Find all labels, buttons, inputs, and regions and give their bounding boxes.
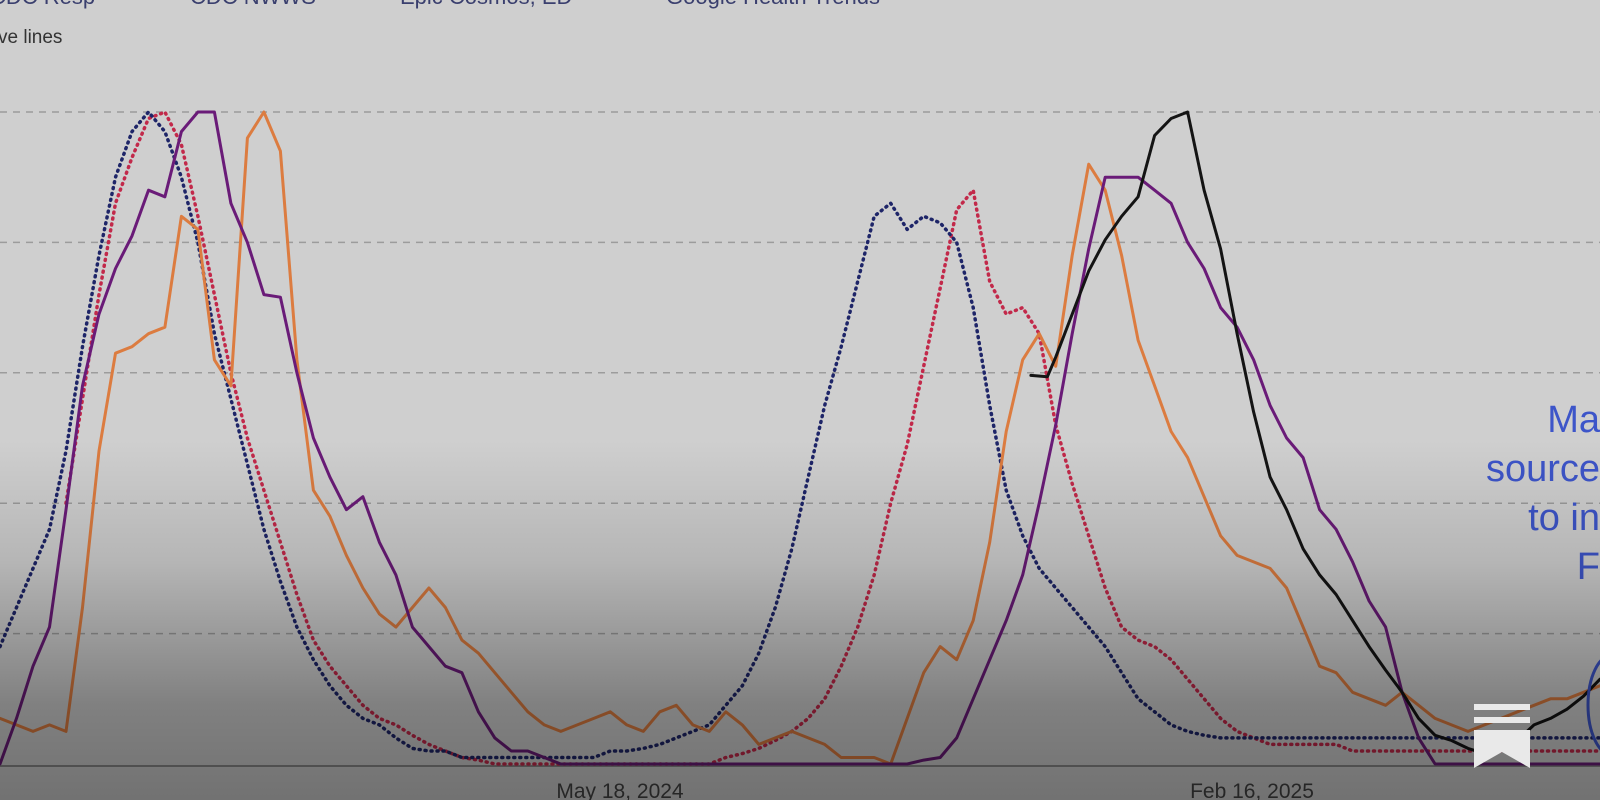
series-line-dotted-navy xyxy=(0,110,1600,760)
annotation-line-2: source xyxy=(1486,448,1600,490)
legend: CDC Resp CDC NWWS Epic Cosmos, ED Google… xyxy=(0,0,880,9)
x-tick-label-2: Feb 16, 2025 xyxy=(1190,780,1314,800)
gridlines xyxy=(0,111,1600,635)
annotation-circle xyxy=(1586,659,1600,751)
annotation-line-4: F xyxy=(1577,546,1600,588)
collapse-icon xyxy=(1474,704,1530,768)
x-tick-label-1: May 18, 2024 xyxy=(556,780,684,800)
legend-item-2: CDC NWWS xyxy=(190,0,316,9)
series-line-purple xyxy=(0,110,1600,766)
legend-item-1: CDC Resp xyxy=(0,0,95,9)
legend-subnote: ve lines xyxy=(0,27,62,48)
series-layer xyxy=(0,110,1600,766)
collapse-button[interactable] xyxy=(1474,704,1530,768)
annotation: Ma source to in F xyxy=(1486,399,1600,751)
annotation-line-1: Ma xyxy=(1547,399,1600,441)
x-axis-ticks: May 18, 2024 Feb 16, 2025 xyxy=(556,780,1314,800)
series-line-orange xyxy=(0,110,1600,766)
legend-item-4: Google Health Trends xyxy=(666,0,880,9)
annotation-line-3: to in xyxy=(1528,497,1600,539)
series-line-dotted-red xyxy=(64,110,1600,766)
legend-item-3: Epic Cosmos, ED xyxy=(400,0,572,9)
